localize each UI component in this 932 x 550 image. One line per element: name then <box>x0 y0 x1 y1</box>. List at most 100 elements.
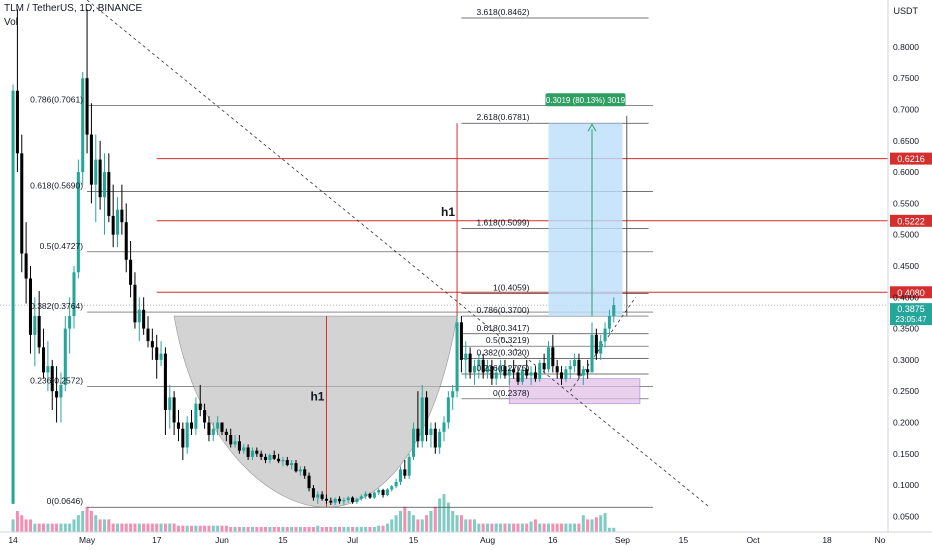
volume-bar <box>507 523 511 532</box>
candle-body <box>416 428 420 442</box>
volume-bar <box>503 523 507 532</box>
candle-body <box>237 441 241 451</box>
volume-bar <box>89 511 93 532</box>
price-tick-label: 0.0500 <box>893 511 919 521</box>
price-tick-label: 0.6000 <box>893 167 919 177</box>
volume-bar <box>425 515 429 532</box>
candle-body <box>63 328 67 385</box>
candle-body <box>359 496 363 499</box>
volume-bar <box>568 523 572 532</box>
candle-body <box>220 422 224 432</box>
price-tick-label: 0.4000 <box>893 292 919 302</box>
candle-body <box>255 450 259 454</box>
candle-body <box>468 353 472 373</box>
time-tick-label: Sep <box>615 535 630 545</box>
candle-body <box>586 369 590 373</box>
volume-bar <box>586 519 590 532</box>
fib-right-label: 0.5(0.3219) <box>486 335 530 345</box>
volume-bar <box>407 511 411 532</box>
volume-bar <box>494 523 498 532</box>
volume-bar <box>176 525 180 532</box>
candle-body <box>94 159 98 185</box>
volume-bar <box>546 523 550 532</box>
volume-bar <box>477 523 481 532</box>
candle-body <box>246 447 250 457</box>
candle-body <box>294 463 298 472</box>
volume-bar <box>264 526 268 532</box>
price-tick-label: 0.1000 <box>893 480 919 490</box>
volume-bar <box>394 515 398 532</box>
volume-bar <box>372 526 376 532</box>
chart-labels: 0.786(0.7061) 0.618(0.5690) 0.5(0.4727) 0.3… <box>30 7 625 506</box>
volume-bar <box>512 523 516 532</box>
volume-bar <box>481 523 485 532</box>
volume-bar <box>24 519 28 532</box>
volume-bar <box>368 526 372 532</box>
fib-left-label: 0.236(0.2572) <box>30 376 83 386</box>
volume-bar <box>390 519 394 532</box>
candle-body <box>481 359 485 373</box>
volume-bar <box>433 506 437 532</box>
volume-bar <box>290 526 294 532</box>
volume-bar <box>76 515 80 532</box>
candle-body <box>320 494 324 499</box>
volume-bar <box>533 519 537 532</box>
volume-label: Vol <box>4 17 18 28</box>
candle-body <box>351 497 355 502</box>
candle-body <box>412 428 416 457</box>
volume-bar <box>472 519 476 532</box>
volume-bar <box>577 523 581 532</box>
volume-bar <box>203 525 207 532</box>
volume-bar <box>194 525 198 532</box>
volume-bar <box>342 526 346 532</box>
volume-bar <box>85 506 89 532</box>
candle-body <box>459 322 463 360</box>
volume-bar <box>520 523 524 532</box>
price-tick-label: 0.6500 <box>893 136 919 146</box>
volume-bar <box>33 523 37 532</box>
volume-bar <box>486 523 490 532</box>
volume-bar <box>28 519 32 532</box>
candle-body <box>307 475 311 489</box>
candle-body <box>216 422 220 429</box>
candle-body <box>573 359 577 367</box>
candle-body <box>277 458 281 462</box>
countdown-label: 23:05:47 <box>895 315 927 324</box>
volume-bar <box>146 523 150 532</box>
volume-bar <box>499 523 503 532</box>
price-tick-label: 0.5500 <box>893 198 919 208</box>
volume-bar <box>250 526 254 532</box>
volume-bar <box>163 523 167 532</box>
volume-bar <box>129 523 133 532</box>
candle-body <box>355 498 359 502</box>
volume-bar <box>346 526 350 532</box>
candle-body <box>11 90 15 504</box>
candle-body <box>577 359 581 376</box>
volume-bar <box>294 526 298 532</box>
volume-bar <box>333 526 337 532</box>
volume-bar <box>185 525 189 532</box>
time-tick-label: 17 <box>152 535 162 545</box>
volume-bar <box>307 526 311 532</box>
volume-bar <box>15 511 19 532</box>
volume-bar <box>211 525 215 532</box>
volume-bar <box>237 526 241 532</box>
candle-body <box>381 490 385 496</box>
candle-body <box>146 328 150 342</box>
volume-bar <box>277 526 281 532</box>
candle-body <box>163 353 167 410</box>
volume-bar <box>303 526 307 532</box>
volume-bar <box>94 515 98 532</box>
candle-body <box>494 372 498 379</box>
price-tick-label: 0.8000 <box>893 42 919 52</box>
volume-bar <box>573 523 577 532</box>
candle-body <box>420 397 424 442</box>
volume-bar <box>529 521 533 532</box>
volume-bar <box>385 523 389 532</box>
candle-body <box>203 409 207 423</box>
time-tick-label: Oct <box>746 535 760 545</box>
volume-bar <box>438 498 442 532</box>
fib-left-label: 0.5(0.4727) <box>40 241 84 251</box>
candle-body <box>264 456 268 461</box>
